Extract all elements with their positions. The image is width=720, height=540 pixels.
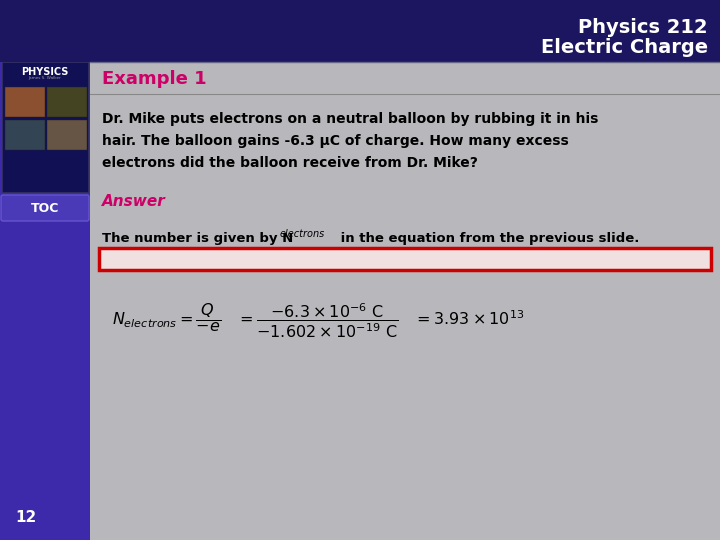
- Text: Electric Charge: Electric Charge: [541, 38, 708, 57]
- Text: Dr. Mike puts electrons on a neutral balloon by rubbing it in his: Dr. Mike puts electrons on a neutral bal…: [102, 112, 598, 126]
- Text: The number is given by N: The number is given by N: [102, 232, 293, 245]
- Text: electrons: electrons: [280, 229, 325, 239]
- Bar: [2, 62, 88, 192]
- FancyBboxPatch shape: [99, 248, 711, 270]
- Text: hair. The balloon gains -6.3 μC of charge. How many excess: hair. The balloon gains -6.3 μC of charg…: [102, 134, 569, 148]
- Bar: [0, 0, 90, 540]
- Bar: [90, 62, 720, 540]
- Text: PHYSICS: PHYSICS: [22, 67, 68, 77]
- Text: 12: 12: [15, 510, 36, 525]
- Bar: [5, 120, 45, 150]
- Text: electrons did the balloon receive from Dr. Mike?: electrons did the balloon receive from D…: [102, 156, 478, 170]
- Text: $N_{electrons} = \dfrac{Q}{-e}$$\quad = \dfrac{-6.3\times10^{-6}\ \mathrm{C}}{-1: $N_{electrons} = \dfrac{Q}{-e}$$\quad = …: [112, 302, 524, 340]
- Bar: [47, 87, 87, 117]
- Text: Physics 212: Physics 212: [578, 18, 708, 37]
- Bar: [47, 120, 87, 150]
- Text: TOC: TOC: [31, 201, 59, 214]
- Text: James S. Walker: James S. Walker: [29, 76, 61, 80]
- Bar: [5, 87, 45, 117]
- Bar: [0, 0, 720, 62]
- Text: Answer: Answer: [102, 194, 166, 209]
- Text: Example 1: Example 1: [102, 70, 207, 88]
- Text: in the equation from the previous slide.: in the equation from the previous slide.: [336, 232, 639, 245]
- FancyBboxPatch shape: [1, 195, 89, 221]
